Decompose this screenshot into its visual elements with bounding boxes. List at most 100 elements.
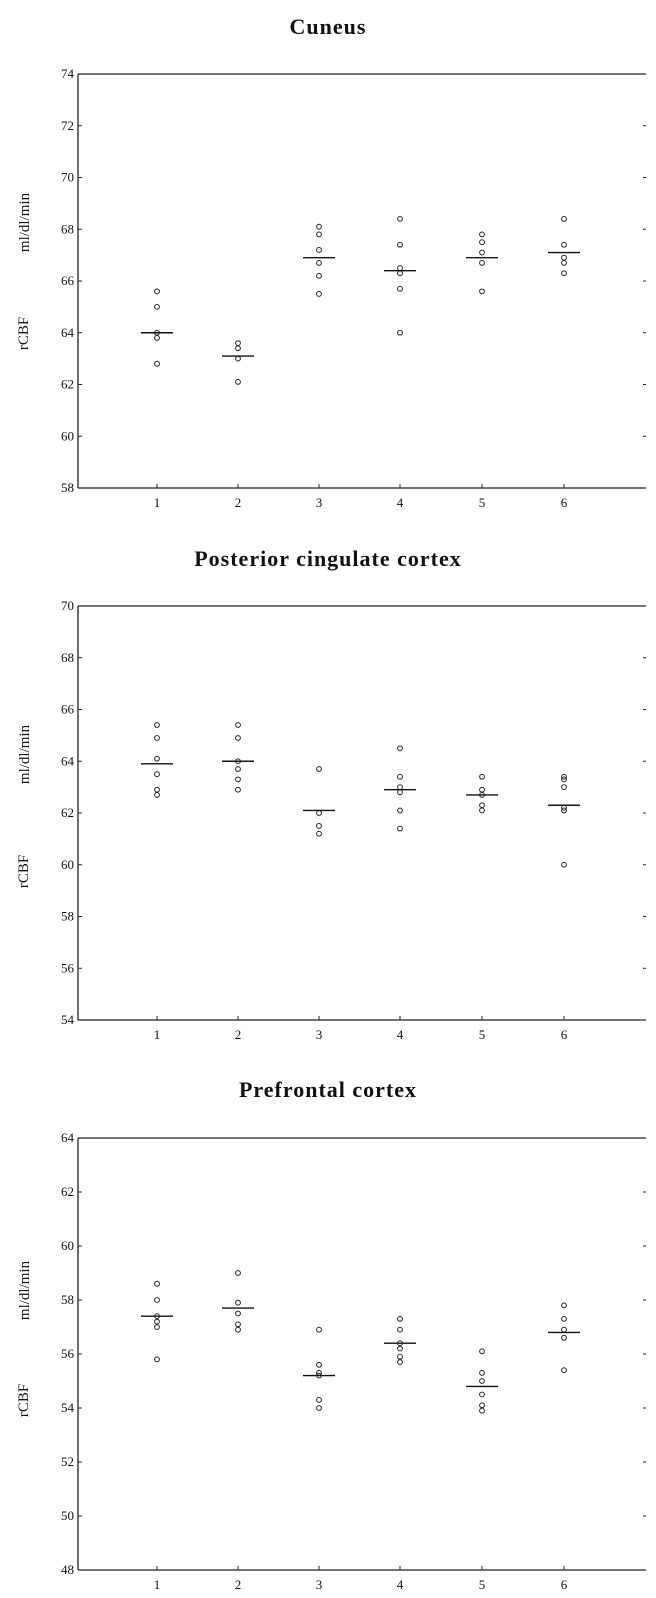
chart-title: Cuneus [289,14,367,39]
x-tick-label: 2 [235,495,242,510]
data-point [154,755,160,762]
data-point [154,1356,160,1363]
data-point [316,231,322,238]
data-point [397,265,403,271]
x-tick-label: 5 [479,1577,486,1592]
y-tick-label: 60 [61,1238,74,1253]
data-point [316,1326,322,1333]
data-point [316,291,322,297]
data-point [479,249,485,256]
data-point [316,766,322,772]
data-point [316,272,322,279]
data-point [154,786,160,793]
data-point [479,1402,485,1409]
x-tick-label: 5 [479,495,486,510]
chart-panel-posterior-cingulate: Posterior cingulate cortex ml/dl/min rCB… [0,533,656,1053]
y-tick-label: 52 [61,1454,74,1469]
x-tick-label: 2 [235,1027,242,1042]
data-point [154,335,160,341]
data-point [479,231,485,238]
data-point [479,786,485,793]
data-point [397,241,403,248]
data-point [561,776,567,783]
data-point [154,360,160,367]
data-point [479,1378,485,1384]
y-tick-label: 58 [61,909,74,924]
scatter-plot-cuneus: 58 60 62 64 66 68 70 72 74 1 2 3 4 5 6 [61,66,646,510]
chart-panel-cuneus: Cuneus ml/dl/min rCBF 58 60 62 64 66 68 70 72 74… [0,0,656,520]
x-tick-label: 3 [316,495,323,510]
data-point [397,1316,403,1322]
y-tick-label: 64 [61,1130,75,1145]
data-point [316,1397,322,1403]
chart-panel-prefrontal: Prefrontal cortex ml/dl/min rCBF 48 50 52 5… [0,1066,656,1598]
y-tick-label: 62 [61,1184,74,1199]
data-point [479,773,485,780]
data-point [561,1334,567,1341]
y-tick-label: 68 [61,650,74,665]
x-tick-label: 1 [154,495,161,510]
data-point [561,270,567,277]
x-tick-label: 5 [479,1027,486,1042]
data-point [316,247,322,253]
y-tick-label: 62 [61,805,74,820]
data-point [561,216,567,222]
y-tick-label: 60 [61,857,74,872]
data-point [397,285,403,292]
x-tick-label: 1 [154,1027,161,1042]
y-tick-label: 62 [61,377,74,392]
data-point [479,807,485,814]
data-point [561,773,567,780]
data-point [235,786,241,793]
data-point [235,1326,241,1333]
data-point [479,259,485,266]
data-point [397,216,403,222]
data-point [561,861,567,868]
data-point [235,379,241,385]
data-point [235,735,241,741]
data-point [397,1359,403,1366]
y-tick-label: 56 [61,960,75,975]
y-tick-label: 50 [61,1508,74,1523]
data-point [154,303,160,310]
x-tick-label: 4 [397,495,404,510]
data-point [235,340,241,347]
y-tick-label: 70 [61,598,74,613]
data-point [479,1370,485,1376]
x-tick-label: 2 [235,1577,242,1592]
data-point [154,1297,160,1303]
data-point [316,830,322,837]
x-tick-label: 6 [561,495,568,510]
data-point [397,773,403,780]
data-point [154,1318,160,1325]
data-point [397,329,403,336]
data-point [397,270,403,277]
data-point [235,1310,241,1317]
data-point [154,1324,160,1330]
y-tick-label: 68 [61,221,74,236]
y-tick-label: 48 [61,1562,74,1577]
chart-title: Posterior cingulate cortex [194,546,462,571]
data-point [561,784,567,791]
data-point [235,345,241,352]
data-point [154,288,160,295]
data-point [561,1316,567,1322]
y-tick-label: 66 [61,702,75,717]
data-point [479,288,485,295]
data-point [561,254,567,261]
x-tick-label: 4 [397,1577,404,1592]
y-tick-label: 60 [61,428,74,443]
x-tick-label: 6 [561,1027,568,1042]
data-point [561,1367,567,1374]
data-point [154,722,160,728]
data-point [235,355,241,362]
data-point [154,1280,160,1287]
data-point [397,1345,403,1352]
data-point [397,825,403,832]
data-point [316,1405,322,1411]
y-tick-label: 70 [61,170,74,185]
data-point [479,239,485,246]
y-tick-label: 64 [61,753,75,768]
